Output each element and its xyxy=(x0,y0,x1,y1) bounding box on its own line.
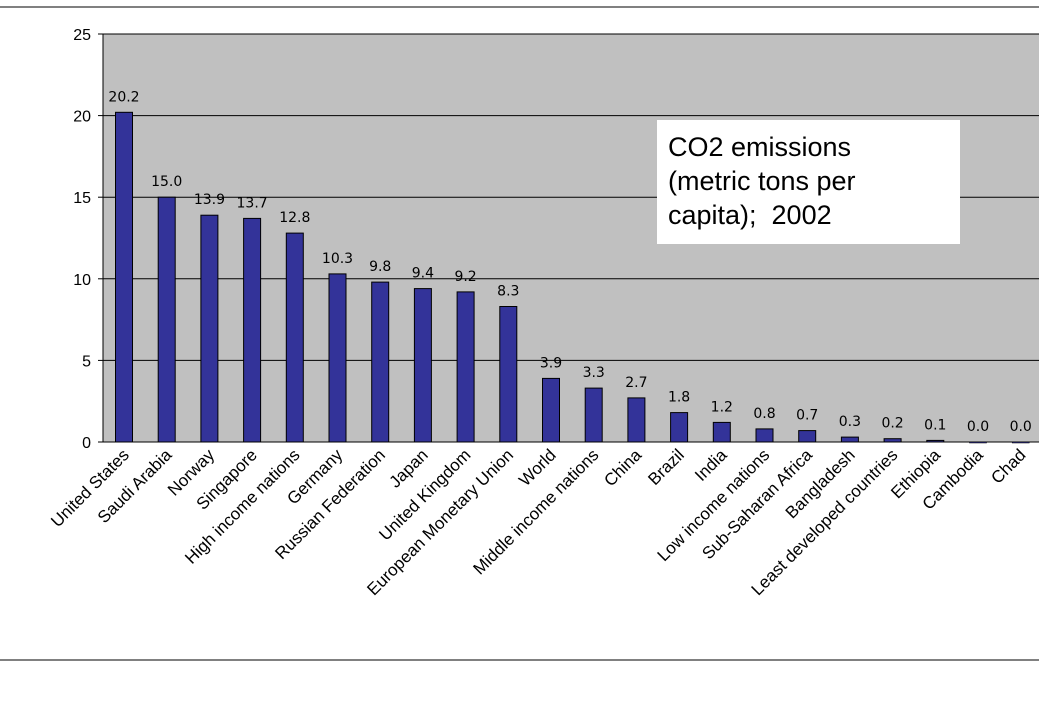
bar xyxy=(926,439,945,443)
data-label: 15.0 xyxy=(151,174,182,190)
chart-title-line: CO2 emissions xyxy=(668,132,851,162)
data-label: 13.9 xyxy=(194,192,225,208)
data-label: 1.8 xyxy=(668,390,690,406)
data-label: 12.8 xyxy=(279,210,310,226)
data-label: 10.3 xyxy=(322,251,353,267)
bar xyxy=(542,377,560,443)
bar xyxy=(883,438,902,443)
chart-title-box xyxy=(657,120,960,244)
y-axis: 0 5 10 15 20 25 xyxy=(73,27,104,452)
bar xyxy=(115,111,133,443)
y-tick-label: 10 xyxy=(73,272,91,289)
bar xyxy=(670,412,689,443)
bar xyxy=(413,288,432,443)
bar xyxy=(157,196,176,443)
data-label: 0.3 xyxy=(839,414,861,430)
bar xyxy=(584,387,603,443)
y-tick-label: 0 xyxy=(82,435,91,452)
data-label: 3.9 xyxy=(540,355,562,371)
data-label: 0.2 xyxy=(881,416,903,432)
data-label: 13.7 xyxy=(237,195,268,211)
y-tick-label: 5 xyxy=(82,353,91,370)
bar xyxy=(243,217,262,443)
data-label: 9.2 xyxy=(454,269,476,285)
x-tick-label: Chad xyxy=(987,445,1029,487)
x-tick-label: Brazil xyxy=(644,445,687,488)
y-tick-label: 15 xyxy=(73,190,91,207)
data-label: 8.3 xyxy=(497,284,519,300)
data-label: 0.8 xyxy=(753,406,775,422)
bar xyxy=(712,421,731,443)
data-label: 2.7 xyxy=(625,375,647,391)
data-label: 0.7 xyxy=(796,408,818,424)
bar xyxy=(371,281,390,443)
bar xyxy=(200,214,219,443)
bar xyxy=(285,232,304,443)
x-tick-label: China xyxy=(600,445,645,490)
data-label: 9.8 xyxy=(369,259,391,275)
data-label: 0.0 xyxy=(967,419,989,435)
bar xyxy=(755,428,774,443)
bar xyxy=(627,397,646,443)
y-tick-label: 25 xyxy=(73,27,91,44)
chart-title-line: (metric tons per xyxy=(668,166,856,196)
bar xyxy=(969,441,987,444)
bar xyxy=(499,306,518,443)
bar xyxy=(840,436,859,443)
data-label: 0.1 xyxy=(924,417,946,433)
data-label: 1.2 xyxy=(711,399,733,415)
bars xyxy=(115,111,1030,444)
chart-title: CO2 emissions (metric tons per capita); 20… xyxy=(668,132,856,230)
chart-title-line: capita); 2002 xyxy=(668,200,832,230)
data-label: 0.0 xyxy=(1010,419,1032,435)
data-label: 9.4 xyxy=(412,266,434,282)
bar xyxy=(1011,441,1030,444)
bar xyxy=(456,291,475,443)
data-label: 20.2 xyxy=(108,89,139,105)
data-labels: 20.2 15.0 13.9 13.7 12.8 10.3 9.8 9.4 9.2 8.3 3.9 3… xyxy=(108,89,1031,435)
y-tick-label: 20 xyxy=(73,109,91,126)
bar xyxy=(328,273,347,443)
data-label: 3.3 xyxy=(583,365,605,381)
bar xyxy=(798,430,817,443)
